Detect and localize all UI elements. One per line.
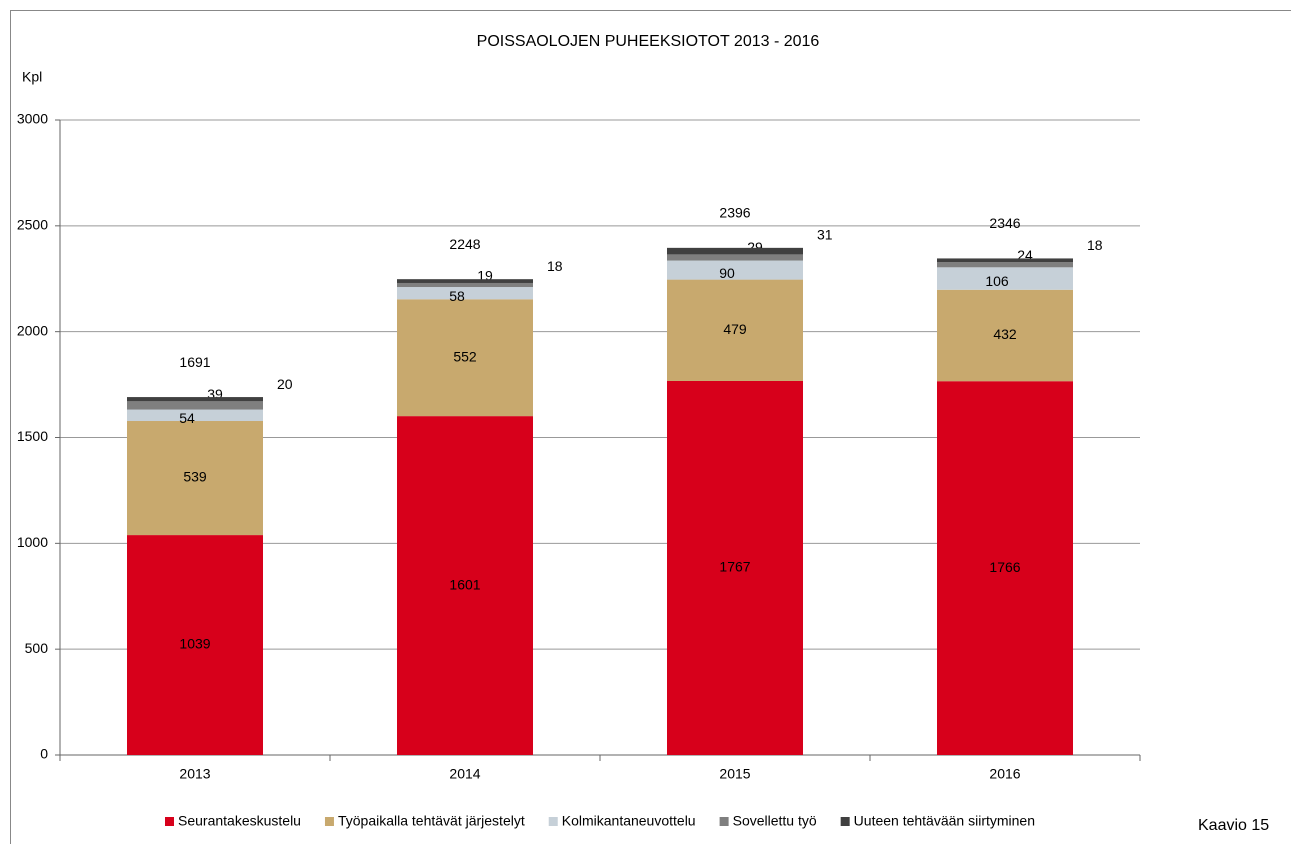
data-label: 1601 — [449, 576, 480, 592]
x-tick-label: 2015 — [719, 766, 750, 782]
legend-label: Uuteen tehtävään siirtyminen — [854, 813, 1035, 829]
legend-label: Työpaikalla tehtävät järjestelyt — [338, 813, 525, 829]
data-label: 54 — [179, 410, 195, 426]
total-label: 2396 — [719, 205, 750, 221]
data-label: 18 — [547, 258, 563, 274]
data-label: 552 — [453, 348, 477, 364]
legend-swatch — [165, 817, 174, 826]
bar-segment — [937, 258, 1073, 262]
y-axis-label: Kpl — [22, 69, 42, 85]
data-label: 18 — [1087, 237, 1103, 253]
data-label: 1767 — [719, 559, 750, 575]
data-label: 58 — [449, 288, 465, 304]
y-tick-label: 2000 — [17, 322, 48, 338]
total-label: 2346 — [989, 215, 1020, 231]
legend-label: Sovellettu työ — [733, 813, 817, 829]
legend-swatch — [720, 817, 729, 826]
total-label: 2248 — [449, 236, 480, 252]
bar-segment — [127, 410, 263, 421]
legend-swatch — [325, 817, 334, 826]
bar-segment — [127, 397, 263, 401]
y-tick-label: 1500 — [17, 428, 48, 444]
data-label: 479 — [723, 321, 747, 337]
data-label: 90 — [719, 265, 735, 281]
total-label: 1691 — [179, 354, 210, 370]
chart-title: POISSAOLOJEN PUHEEKSIOTOT 2013 - 2016 — [477, 33, 820, 50]
data-label: 1039 — [179, 636, 210, 652]
bar-segment — [397, 287, 533, 299]
data-label: 106 — [985, 273, 1009, 289]
bar-segment — [127, 401, 263, 409]
legend-label: Seurantakeskustelu — [178, 813, 301, 829]
bar-segment — [397, 283, 533, 287]
legend-swatch — [841, 817, 850, 826]
bar-segment — [397, 279, 533, 283]
data-label: 432 — [993, 326, 1017, 342]
bar-segment — [667, 248, 803, 255]
data-label: 1766 — [989, 559, 1020, 575]
data-label: 20 — [277, 376, 293, 392]
bar-segment — [667, 254, 803, 260]
caption: Kaavio 15 — [1198, 817, 1269, 834]
y-tick-label: 0 — [40, 746, 48, 762]
data-label: 31 — [817, 227, 833, 243]
x-tick-label: 2014 — [449, 766, 480, 782]
bar-segment — [937, 262, 1073, 267]
x-tick-label: 2016 — [989, 766, 1020, 782]
y-tick-label: 500 — [25, 640, 49, 656]
x-tick-label: 2013 — [179, 766, 210, 782]
y-tick-label: 3000 — [17, 111, 48, 127]
bar-segment — [667, 261, 803, 280]
y-tick-label: 2500 — [17, 217, 48, 233]
y-tick-label: 1000 — [17, 534, 48, 550]
legend-label: Kolmikantaneuvottelu — [562, 813, 696, 829]
legend-swatch — [549, 817, 558, 826]
data-label: 539 — [183, 469, 207, 485]
